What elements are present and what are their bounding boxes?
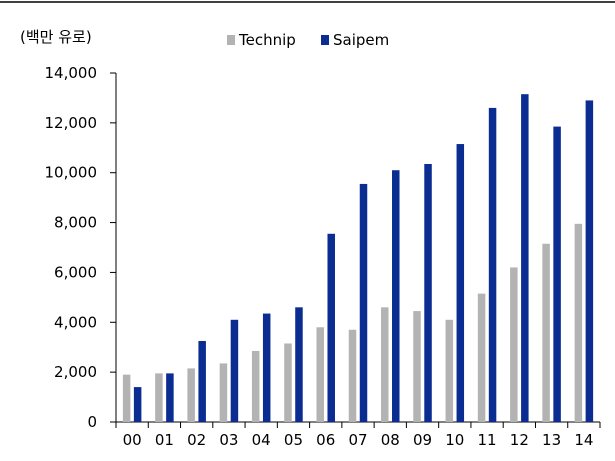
x-tick-label: 10	[445, 431, 464, 449]
x-tick-label: 09	[413, 431, 432, 449]
bar-technip-09	[413, 311, 421, 422]
bar-technip-07	[348, 329, 357, 422]
bar-technip-05	[284, 343, 292, 422]
y-tick-label: 6,000	[54, 263, 97, 281]
bars	[122, 94, 594, 423]
y-tick-label: 0	[87, 413, 97, 431]
bar-saipem-07	[359, 183, 368, 422]
y-tick-label: 10,000	[45, 164, 98, 182]
x-tick-label: 04	[252, 431, 271, 449]
x-tick-label: 08	[381, 431, 400, 449]
x-tick-label: 13	[542, 431, 561, 449]
bar-saipem-00	[133, 387, 142, 422]
x-tick-label: 03	[219, 431, 238, 449]
bar-saipem-08	[392, 170, 400, 422]
bar-saipem-14	[585, 100, 594, 423]
x-tick-label: 07	[348, 431, 367, 449]
y-tick-label: 2,000	[54, 363, 97, 381]
bar-technip-01	[155, 373, 163, 422]
y-tick-label: 12,000	[45, 114, 98, 132]
bar-saipem-02	[198, 340, 206, 422]
bar-saipem-05	[295, 307, 303, 422]
x-tick-label: 00	[123, 431, 142, 449]
bar-saipem-04	[262, 313, 271, 422]
bar-technip-12	[510, 267, 518, 422]
bar-technip-11	[477, 293, 486, 422]
y-tick-label: 4,000	[54, 313, 97, 331]
y-tick-label: 14,000	[45, 64, 98, 82]
legend-swatch-technip	[227, 35, 235, 45]
bar-saipem-13	[553, 126, 561, 422]
bar-technip-06	[316, 327, 324, 422]
bar-technip-00	[122, 374, 131, 422]
legend-swatch-saipem	[321, 35, 329, 45]
legend-label-technip: Technip	[238, 31, 296, 49]
legend: Technip Saipem	[227, 31, 389, 49]
bar-technip-08	[381, 307, 389, 422]
x-tick-label: 11	[478, 431, 497, 449]
bar-saipem-01	[166, 373, 174, 422]
bar-technip-03	[219, 363, 228, 422]
legend-label-saipem: Saipem	[333, 31, 389, 49]
x-tick-label: 14	[574, 431, 593, 449]
x-tick-label: 01	[155, 431, 174, 449]
bar-saipem-03	[230, 319, 239, 422]
bar-technip-14	[574, 223, 583, 422]
bar-saipem-10	[456, 144, 465, 422]
bar-technip-04	[251, 350, 260, 422]
x-tick-label: 02	[187, 431, 206, 449]
bar-saipem-09	[424, 163, 432, 422]
x-tick-label: 05	[284, 431, 303, 449]
y-axis: 0 2,000 4,000 6,000 8,000 10,000 12,000 14,000	[45, 64, 117, 431]
bar-saipem-06	[327, 233, 335, 422]
x-axis: 00 01 02 03 04 05 06 07 08 09 10 11 12 13 14	[115, 421, 601, 449]
bar-saipem-12	[521, 94, 529, 423]
y-tick-label: 8,000	[54, 214, 97, 232]
x-tick-label: 06	[316, 431, 335, 449]
bar-technip-13	[542, 243, 550, 422]
bar-technip-02	[187, 368, 195, 422]
y-unit-label: (백만 유로)	[20, 28, 92, 46]
bar-saipem-11	[488, 107, 497, 423]
x-tick-label: 12	[510, 431, 529, 449]
bar-technip-10	[445, 319, 454, 422]
